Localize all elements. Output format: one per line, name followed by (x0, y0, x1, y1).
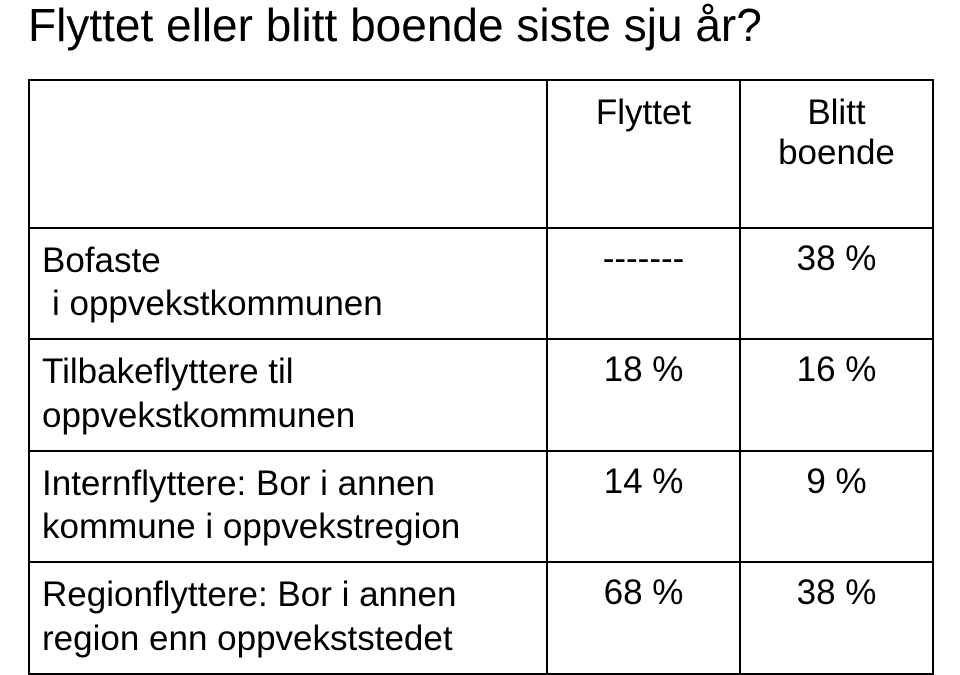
row-label-line1: Internflyttere: Bor i annen (42, 464, 435, 503)
row-label: Regionflyttere: Bor i annen region enn o… (29, 562, 547, 674)
table-row: Regionflyttere: Bor i annen region enn o… (29, 562, 933, 674)
row-label: Bofaste i oppvekstkommunen (29, 228, 547, 340)
row-label-line2: oppvekstkommunen (42, 394, 534, 438)
cell-boende: 16 % (740, 339, 933, 451)
table-row: Internflyttere: Bor i annen kommune i op… (29, 451, 933, 563)
data-table: Flyttet Blitt boende Bofaste i oppvekstk… (28, 79, 934, 675)
table-header-row: Flyttet Blitt boende (29, 80, 933, 228)
cell-boende: 38 % (740, 562, 933, 674)
row-label: Tilbakeflyttere til oppvekstkommunen (29, 339, 547, 451)
table-row: Bofaste i oppvekstkommunen ------- 38 % (29, 228, 933, 340)
page: Flyttet eller blitt boende siste sju år?… (0, 0, 960, 675)
header-boende: Blitt boende (740, 80, 933, 228)
row-label-line2: i oppvekstkommunen (42, 282, 534, 326)
row-label-line2: region enn oppvekststedet (42, 617, 534, 661)
page-title: Flyttet eller blitt boende siste sju år? (28, 0, 932, 51)
cell-flyttet: 14 % (547, 451, 740, 563)
cell-flyttet: 18 % (547, 339, 740, 451)
table-row: Tilbakeflyttere til oppvekstkommunen 18 … (29, 339, 933, 451)
cell-flyttet: ------- (547, 228, 740, 340)
cell-flyttet: 68 % (547, 562, 740, 674)
cell-boende: 38 % (740, 228, 933, 340)
row-label-line1: Tilbakeflyttere til (42, 352, 294, 391)
row-label-line2: kommune i oppvekstregion (42, 505, 534, 549)
header-blank (29, 80, 547, 228)
header-flyttet: Flyttet (547, 80, 740, 228)
row-label-line1: Regionflyttere: Bor i annen (42, 575, 456, 614)
row-label-line1: Bofaste (42, 241, 161, 280)
cell-boende: 9 % (740, 451, 933, 563)
row-label: Internflyttere: Bor i annen kommune i op… (29, 451, 547, 563)
